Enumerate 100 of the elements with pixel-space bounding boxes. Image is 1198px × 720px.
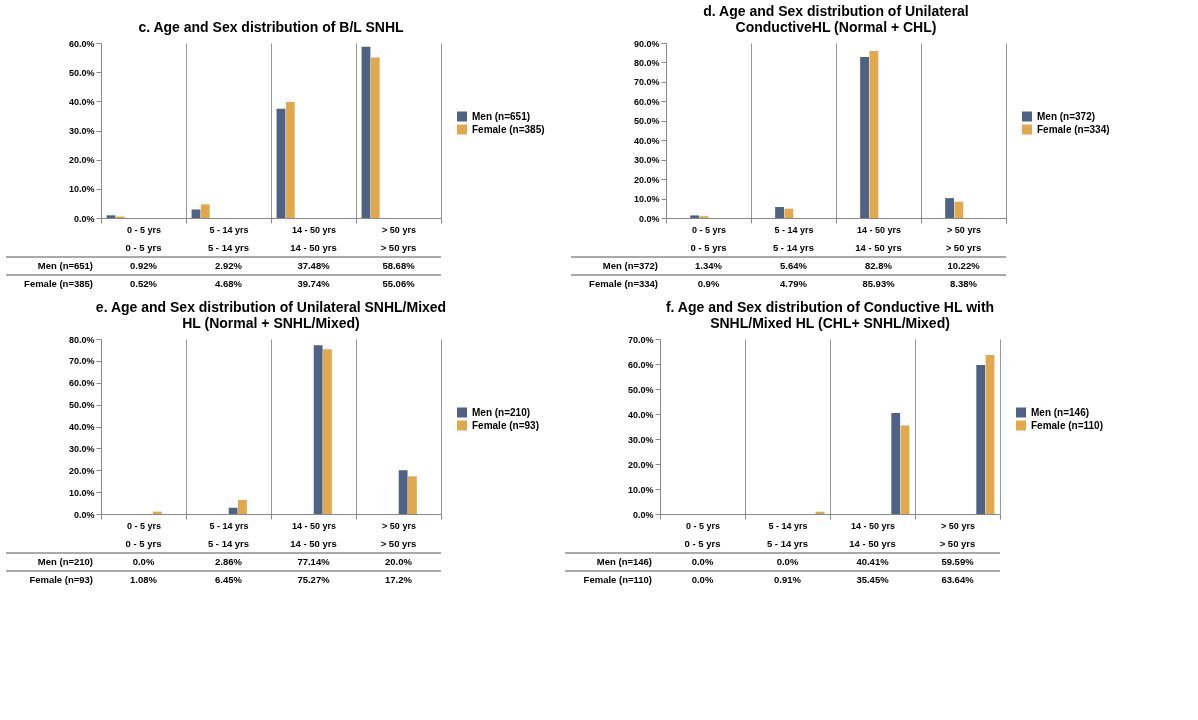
bar — [869, 50, 879, 218]
bar — [191, 209, 201, 218]
bar — [900, 425, 910, 514]
category-label: 14 - 50 yrs — [855, 242, 902, 253]
y-tick-label: 10.0% — [68, 487, 95, 498]
y-tick-label: 20.0% — [68, 155, 95, 166]
data-label: 6.45% — [215, 574, 243, 585]
x-tick-label: 5 - 14 yrs — [209, 520, 249, 531]
data-label: 0.52% — [130, 278, 158, 289]
category-label: 5 - 14 yrs — [766, 538, 809, 549]
y-tick-label: 10.0% — [633, 194, 660, 205]
text: Men (n=372) — [602, 260, 658, 271]
y-tick-label: 40.0% — [627, 409, 654, 420]
data-label: 0.0% — [691, 574, 714, 585]
y-tick-label: 80.0% — [68, 334, 95, 345]
bar — [690, 215, 699, 218]
y-tick-label: 50.0% — [68, 67, 95, 78]
y-tick-label: 30.0% — [68, 443, 95, 454]
data-label: 4.79% — [780, 278, 808, 289]
y-tick-label: 40.0% — [633, 135, 660, 146]
x-tick-label: 14 - 50 yrs — [291, 520, 337, 531]
y-tick-label: 20.0% — [633, 174, 660, 185]
chart-title: c. Age and Sex distribution of B/L SNHL — [138, 19, 405, 35]
data-label: 0.0% — [132, 556, 155, 567]
data-label: 1.08% — [130, 574, 158, 585]
x-tick-label: 5 - 14 yrs — [774, 224, 814, 235]
x-tick-label: 0 - 5 yrs — [126, 224, 162, 235]
category-label: 5 - 14 yrs — [207, 242, 250, 253]
data-label: 0.0% — [776, 556, 799, 567]
data-label: 82.8% — [865, 260, 893, 271]
category-label: 14 - 50 yrs — [290, 242, 337, 253]
category-label: > 50 yrs — [939, 538, 976, 549]
y-tick-label: 50.0% — [68, 400, 95, 411]
data-label: 5.64% — [780, 260, 808, 271]
category-label: 14 - 50 yrs — [849, 538, 896, 549]
x-tick-label: 5 - 14 yrs — [209, 224, 249, 235]
y-tick-label: 40.0% — [68, 96, 95, 107]
category-label: 14 - 50 yrs — [290, 538, 337, 549]
text: Female (n=93) — [29, 574, 93, 585]
y-tick-label: 10.0% — [627, 484, 654, 495]
data-label: 4.68% — [215, 278, 243, 289]
category-label: > 50 yrs — [380, 242, 417, 253]
data-label: 75.27% — [297, 574, 331, 585]
data-label: 1.34% — [695, 260, 723, 271]
bar — [323, 349, 332, 514]
data-label: 10.22% — [947, 260, 981, 271]
x-tick-label: 5 - 14 yrs — [768, 520, 808, 531]
text: Men (n=210) — [37, 556, 93, 567]
x-tick-label: 14 - 50 yrs — [291, 224, 337, 235]
data-label: 17.2% — [385, 574, 413, 585]
legend-label: Men (n=372) — [1037, 110, 1096, 122]
y-tick-label: 70.0% — [68, 356, 95, 367]
x-tick-label: 0 - 5 yrs — [691, 224, 727, 235]
text: Female (n=110) — [583, 574, 652, 585]
y-tick-label: 0.0% — [73, 509, 95, 520]
legend-label: Female (n=385) — [472, 123, 545, 135]
text: Female (n=334) — [589, 278, 658, 289]
bar — [285, 102, 295, 218]
y-tick-label: 30.0% — [627, 434, 654, 445]
y-tick-label: 20.0% — [68, 465, 95, 476]
bar — [954, 201, 964, 218]
x-tick-label: > 50 yrs — [382, 520, 416, 531]
y-tick-label: 90.0% — [633, 38, 660, 49]
data-label: 37.48% — [297, 260, 331, 271]
data-label: 77.14% — [297, 556, 331, 567]
bar — [985, 354, 995, 514]
data-label: 35.45% — [856, 574, 890, 585]
category-label: 0 - 5 yrs — [684, 538, 721, 549]
text: Men (n=651) — [37, 260, 93, 271]
category-label: 5 - 14 yrs — [772, 242, 815, 253]
bar — [945, 198, 954, 218]
x-tick-label: > 50 yrs — [947, 224, 981, 235]
y-tick-label: 60.0% — [633, 96, 660, 107]
data-label: 0.9% — [697, 278, 720, 289]
y-tick-label: 0.0% — [632, 509, 654, 520]
y-tick-label: 80.0% — [633, 57, 660, 68]
x-tick-label: > 50 yrs — [382, 224, 416, 235]
bar — [313, 345, 323, 514]
data-label: 59.59% — [941, 556, 975, 567]
y-tick-label: 50.0% — [633, 116, 660, 127]
bar — [228, 507, 238, 514]
data-label: 63.64% — [941, 574, 975, 585]
bar — [238, 499, 247, 514]
data-label: 55.06% — [382, 278, 416, 289]
y-tick-label: 0.0% — [638, 213, 660, 224]
data-label: 58.68% — [382, 260, 416, 271]
bar — [976, 365, 986, 514]
bar — [891, 412, 901, 514]
y-tick-label: 60.0% — [627, 359, 654, 370]
data-label: 2.86% — [215, 556, 243, 567]
bar — [370, 57, 380, 218]
x-tick-label: 14 - 50 yrs — [850, 520, 896, 531]
legend-label: Men (n=651) — [472, 110, 531, 122]
legend-label: Female (n=110) — [1031, 419, 1103, 431]
category-label: 0 - 5 yrs — [125, 538, 162, 549]
bar — [408, 476, 417, 514]
chart-title: d. Age and Sex distribution of Unilateral ConductiveHL (Normal + CHL) — [703, 3, 969, 35]
y-tick-label: 70.0% — [633, 77, 660, 88]
category-label: 5 - 14 yrs — [207, 538, 250, 549]
bar — [361, 46, 371, 218]
